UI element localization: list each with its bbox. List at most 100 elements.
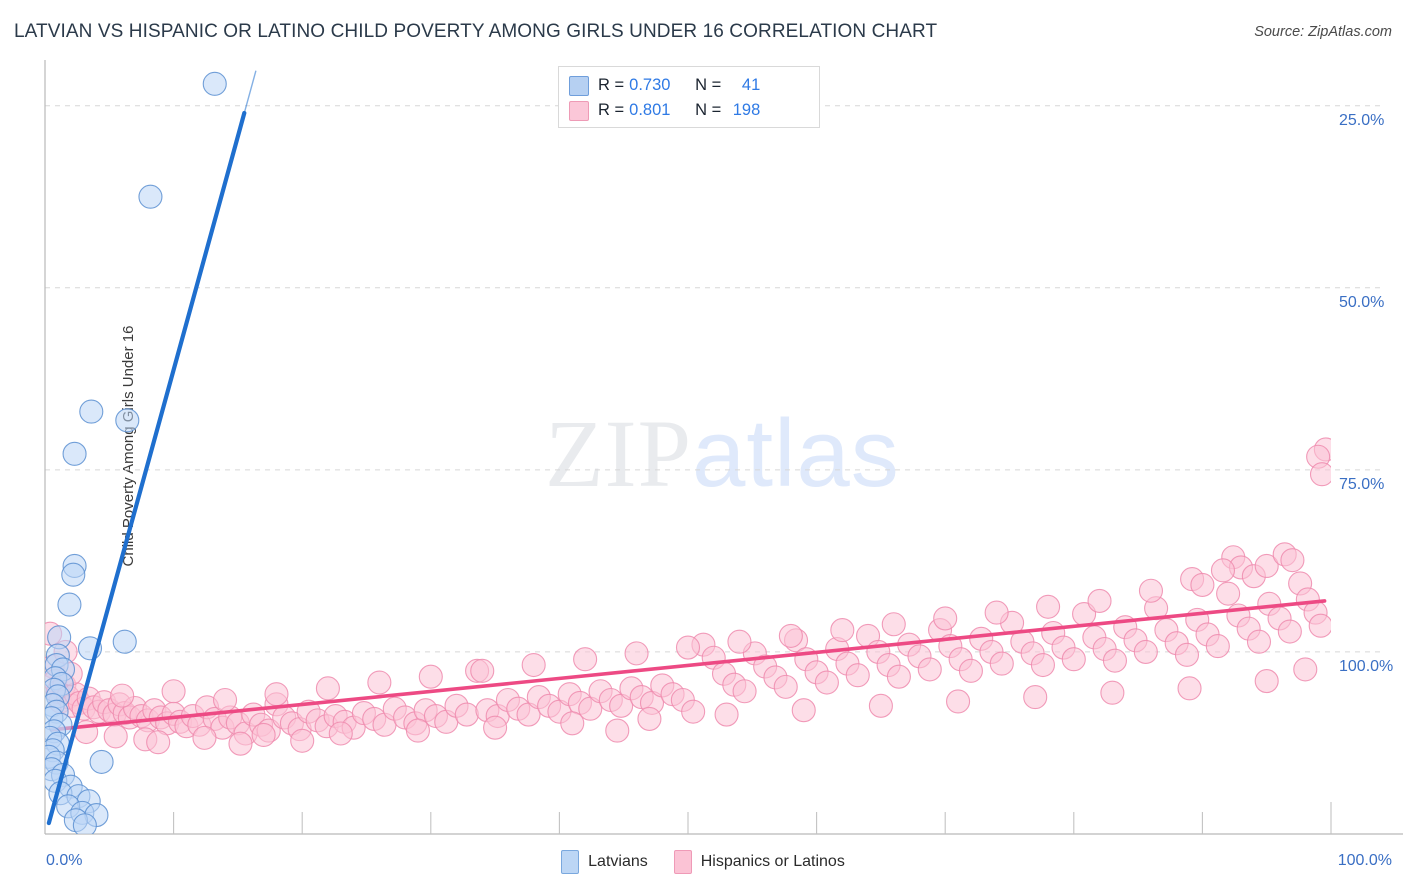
y-tick-label-25: 25.0% [1339, 111, 1385, 129]
trendline-latvians-extension [243, 70, 257, 114]
scatter-point [917, 657, 942, 682]
scatter-point [1100, 680, 1125, 705]
scatter-point [290, 728, 315, 753]
scatter-point [732, 679, 757, 704]
scatter-point [89, 749, 114, 774]
scatter-point [605, 718, 630, 743]
page-title: LATVIAN VS HISPANIC OR LATINO CHILD POVE… [14, 21, 938, 42]
scatter-point [845, 663, 870, 688]
scatter-point [727, 629, 752, 654]
scatter-point [868, 693, 893, 718]
scatter-point [1138, 578, 1164, 603]
trendline-hispanics-or-latinos [49, 599, 1327, 732]
scatter-point [1102, 648, 1128, 673]
stats-legend: R = 0.730 N = 41 R = 0.801 N = 198 [558, 66, 820, 128]
scatter-point [1030, 652, 1055, 678]
legend-color-hispanics [673, 850, 692, 874]
scatter-point [57, 592, 82, 617]
scatter-point [212, 687, 238, 713]
r-label-hispanics: R = [598, 101, 625, 119]
scatter-point [521, 652, 546, 678]
stats-legend-row-latvians: R = 0.730 N = 41 [569, 73, 809, 98]
scatter-point [202, 71, 227, 96]
scatter-point [814, 670, 839, 695]
scatter-point [146, 730, 171, 755]
scatter-point [681, 699, 706, 724]
scatter-point [675, 635, 701, 660]
scatter-point [1216, 581, 1241, 606]
scatter-point [1177, 676, 1202, 701]
scatter-point [714, 702, 739, 727]
scatter-point [1280, 548, 1305, 573]
y-tick-label-100: 100.0% [1339, 657, 1394, 675]
scatter-point [192, 725, 217, 750]
scatter-point [946, 689, 971, 714]
n-value-hispanics: 198 [732, 101, 761, 119]
scatter-point [315, 676, 340, 701]
scatter-point [62, 441, 87, 466]
legend-swatch-hispanics [569, 100, 589, 121]
scatter-point [1023, 685, 1048, 710]
scatter-point [1293, 657, 1318, 682]
scatter-point [251, 722, 276, 748]
legend-label-latvians: Latvians [588, 853, 648, 870]
trendline-latvians [46, 110, 247, 826]
scatter-point [103, 724, 128, 749]
scatter-point [72, 813, 97, 834]
scatter-point [110, 683, 135, 708]
scatter-point [573, 647, 598, 672]
scatter-point [1174, 642, 1200, 667]
scatter-point [1133, 639, 1158, 664]
scatter-point [637, 706, 662, 731]
scatter-point [228, 731, 253, 756]
scatter-point [624, 641, 649, 666]
legend-item-hispanics[interactable]: Hispanics or Latinos [673, 850, 845, 874]
scatter-point [470, 658, 495, 683]
scatter-point [1205, 634, 1230, 659]
scatter-point [1036, 594, 1061, 619]
scatter-point [483, 715, 508, 740]
r-value-latvians: 0.730 [629, 76, 671, 94]
x-tick-label-min: 0.0% [46, 852, 83, 869]
source-attribution: Source: ZipAtlas.com [1254, 24, 1392, 40]
scatter-point [264, 682, 289, 707]
scatter-point [61, 562, 86, 587]
scatter-point [79, 399, 104, 424]
scatter-point [1087, 588, 1112, 613]
y-tick-label-75: 75.0% [1339, 475, 1385, 493]
scatter-point [1308, 613, 1331, 638]
scatter-point [560, 711, 585, 736]
legend-color-latvians [561, 850, 580, 874]
scatter-point [933, 606, 958, 631]
x-tick-label-max: 100.0% [1337, 852, 1392, 869]
scatter-point [1254, 553, 1279, 579]
scatter-point [830, 618, 855, 643]
r-label-latvians: R = [598, 76, 625, 94]
scatter-point [1246, 629, 1272, 654]
scatter-point [886, 664, 911, 689]
scatter-point [418, 664, 443, 689]
scatter-point [138, 184, 163, 209]
scatter-point [115, 408, 140, 433]
y-tick-label-50: 50.0% [1339, 293, 1385, 311]
scatter-point [1277, 619, 1302, 644]
scatter-point [1254, 669, 1279, 694]
scatter-point [367, 670, 392, 695]
scatter-point [778, 623, 803, 648]
legend-label-hispanics: Hispanics or Latinos [700, 853, 845, 870]
scatter-point [328, 721, 353, 746]
n-label-latvians: N = [695, 76, 722, 94]
legend-swatch-latvians [569, 75, 589, 96]
scatter-point [1309, 462, 1331, 487]
scatter-point [1210, 558, 1236, 583]
n-label-hispanics: N = [695, 101, 722, 119]
scatter-point [958, 658, 983, 683]
legend-item-latvians[interactable]: Latvians [561, 850, 648, 874]
scatter-point [1190, 572, 1215, 597]
r-value-hispanics: 0.801 [629, 101, 671, 119]
stats-legend-row-hispanics: R = 0.801 N = 198 [569, 98, 809, 123]
scatter-point [791, 698, 816, 723]
scatter-point [161, 679, 186, 704]
